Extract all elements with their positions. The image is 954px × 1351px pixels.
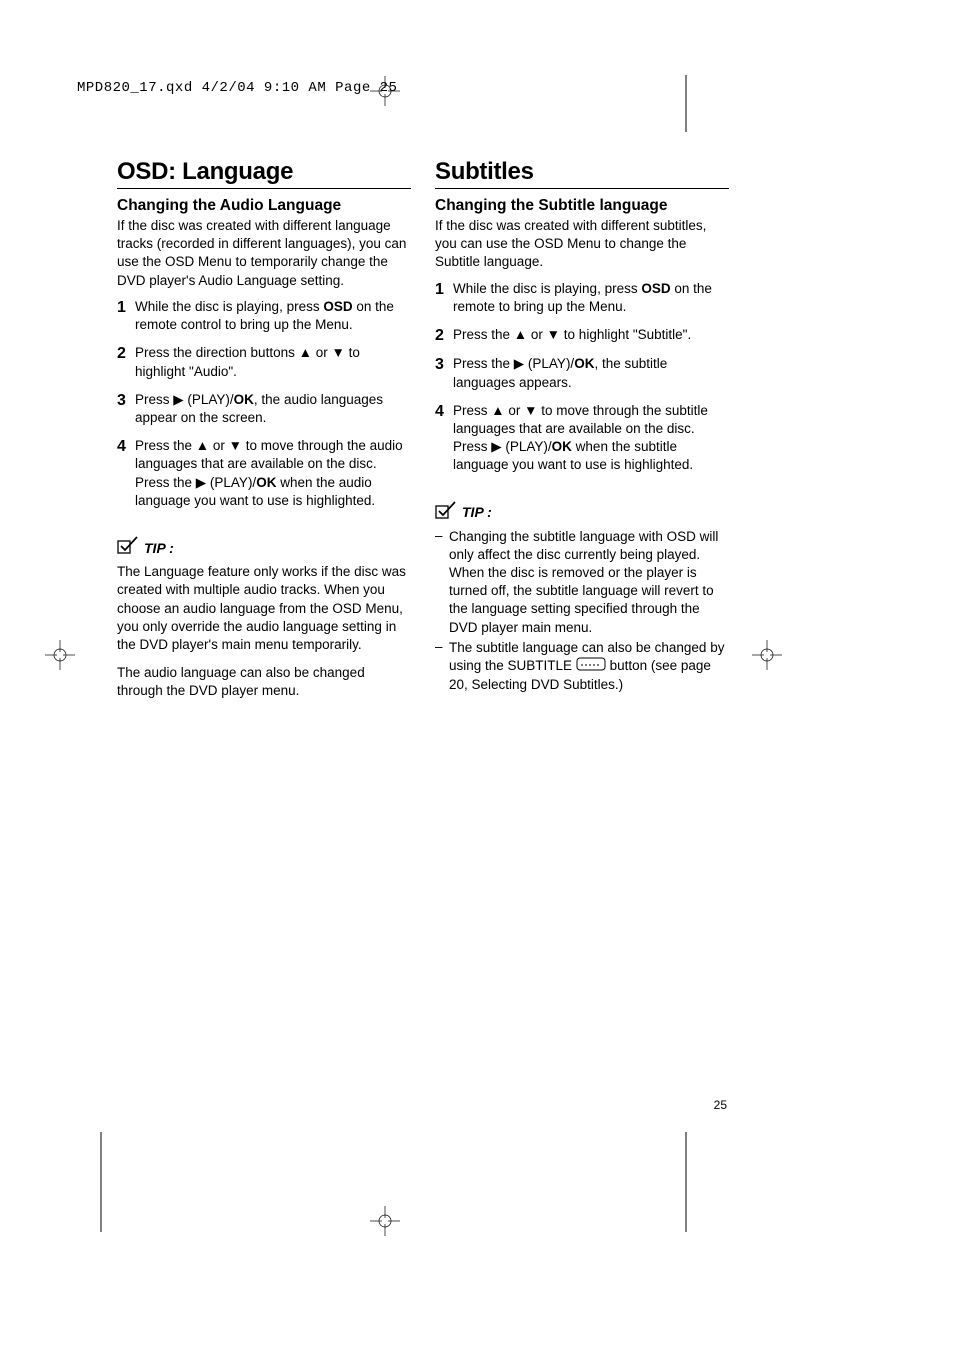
left-sub-heading: Changing the Audio Language (117, 197, 411, 215)
right-step-4: 4 Press ▲ or ▼ to move through the subti… (435, 402, 729, 475)
step-number: 4 (117, 437, 135, 510)
triangle-up-icon: ▲ (196, 438, 209, 453)
triangle-up-icon: ▲ (299, 345, 312, 360)
right-tip-block: TIP : – Changing the subtitle language w… (435, 501, 729, 695)
step-number: 2 (435, 326, 453, 345)
step-number: 3 (117, 391, 135, 427)
step-text: Press the ▲ or ▼ to highlight "Subtitle"… (453, 326, 729, 345)
left-step-2: 2 Press the direction buttons ▲ or ▼ to … (117, 344, 411, 380)
triangle-down-icon: ▼ (229, 438, 242, 453)
triangle-right-icon: ▶ (491, 439, 501, 454)
tip-header: TIP : (435, 501, 729, 524)
left-section-title: OSD: Language (117, 158, 411, 186)
right-step-1: 1 While the disc is playing, press OSD o… (435, 280, 729, 316)
triangle-right-icon: ▶ (196, 475, 206, 490)
tip-checkbox-icon (435, 501, 457, 524)
crop-mark-right (752, 640, 782, 670)
step-text: While the disc is playing, press OSD on … (453, 280, 729, 316)
crop-line-bottom-left (100, 1132, 102, 1232)
right-divider (435, 188, 729, 189)
step-text: Press the ▲ or ▼ to move through the aud… (135, 437, 411, 510)
left-step-4: 4 Press the ▲ or ▼ to move through the a… (117, 437, 411, 510)
triangle-right-icon: ▶ (514, 356, 524, 371)
triangle-right-icon: ▶ (173, 392, 183, 407)
tip-label: TIP : (144, 540, 174, 556)
left-tip-block: TIP : The Language feature only works if… (117, 536, 411, 701)
triangle-down-icon: ▼ (547, 327, 560, 342)
triangle-up-icon: ▲ (514, 327, 527, 342)
step-text: While the disc is playing, press OSD on … (135, 298, 411, 334)
bullet-dash: – (435, 639, 449, 695)
page-content: OSD: Language Changing the Audio Languag… (117, 158, 729, 711)
right-tip-bullet-1: – Changing the subtitle language with OS… (435, 528, 729, 637)
tip-label: TIP : (462, 504, 492, 520)
left-steps: 1 While the disc is playing, press OSD o… (117, 298, 411, 510)
step-number: 3 (435, 355, 453, 391)
pdf-header-line: MPD820_17.qxd 4/2/04 9:10 AM Page 25 (77, 80, 397, 96)
left-tip-text-1: The Language feature only works if the d… (117, 563, 411, 654)
tip-bullet-text: Changing the subtitle language with OSD … (449, 528, 729, 637)
step-text: Press ▲ or ▼ to move through the subtitl… (453, 402, 729, 475)
tip-checkbox-icon (117, 536, 139, 559)
step-text: Press ▶ (PLAY)/OK, the audio languages a… (135, 391, 411, 427)
page-number: 25 (714, 1098, 727, 1112)
right-column: Subtitles Changing the Subtitle language… (435, 158, 729, 711)
right-step-2: 2 Press the ▲ or ▼ to highlight "Subtitl… (435, 326, 729, 345)
triangle-down-icon: ▼ (524, 403, 537, 418)
tip-bullet-text: The subtitle language can also be change… (449, 639, 729, 695)
crop-line-top-right (685, 75, 687, 132)
left-intro: If the disc was created with different l… (117, 217, 411, 290)
crop-line-bottom-right (685, 1132, 687, 1232)
left-divider (117, 188, 411, 189)
subtitle-button-icon (576, 657, 606, 676)
step-number: 1 (117, 298, 135, 334)
left-step-1: 1 While the disc is playing, press OSD o… (117, 298, 411, 334)
crop-mark-bottom (370, 1206, 400, 1236)
tip-header: TIP : (117, 536, 411, 559)
step-number: 4 (435, 402, 453, 475)
triangle-down-icon: ▼ (331, 345, 344, 360)
right-section-title: Subtitles (435, 158, 729, 186)
right-step-3: 3 Press the ▶ (PLAY)/OK, the subtitle la… (435, 355, 729, 391)
step-number: 2 (117, 344, 135, 380)
right-sub-heading: Changing the Subtitle language (435, 197, 729, 215)
right-tip-bullet-2: – The subtitle language can also be chan… (435, 639, 729, 695)
crop-mark-left (45, 640, 75, 670)
right-intro: If the disc was created with different s… (435, 217, 729, 272)
triangle-up-icon: ▲ (491, 403, 504, 418)
step-text: Press the ▶ (PLAY)/OK, the subtitle lang… (453, 355, 729, 391)
right-steps: 1 While the disc is playing, press OSD o… (435, 280, 729, 475)
step-text: Press the direction buttons ▲ or ▼ to hi… (135, 344, 411, 380)
left-column: OSD: Language Changing the Audio Languag… (117, 158, 411, 711)
bullet-dash: – (435, 528, 449, 637)
left-step-3: 3 Press ▶ (PLAY)/OK, the audio languages… (117, 391, 411, 427)
left-tip-text-2: The audio language can also be changed t… (117, 664, 411, 700)
step-number: 1 (435, 280, 453, 316)
